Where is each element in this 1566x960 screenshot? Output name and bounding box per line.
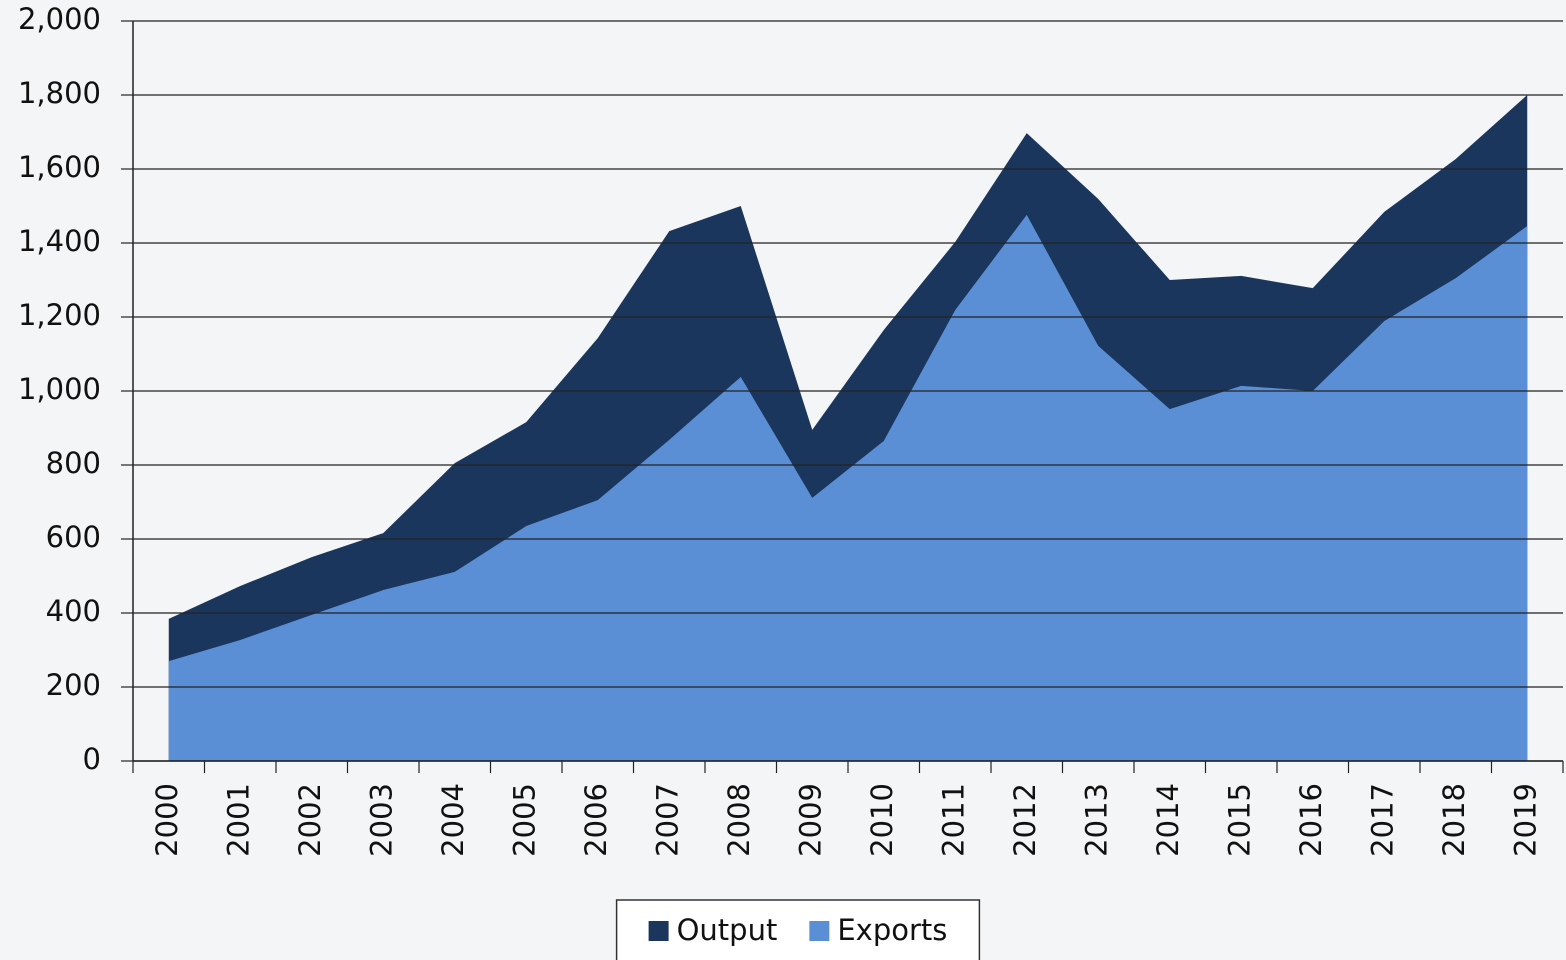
y-tick-label: 1,400 [18, 224, 101, 258]
x-tick-label: 2009 [793, 783, 827, 857]
legend-swatch [809, 921, 830, 941]
y-tick-label: 400 [46, 594, 101, 628]
x-tick-label: 2016 [1294, 783, 1328, 857]
x-tick-label: 2000 [150, 783, 184, 857]
x-tick-label: 2012 [1008, 783, 1042, 857]
y-tick-label: 600 [46, 520, 101, 554]
x-tick-label: 2015 [1222, 783, 1256, 857]
y-tick-label: 1,200 [18, 298, 101, 332]
legend-label: Exports [837, 913, 947, 947]
y-tick-label: 2,000 [18, 2, 101, 36]
y-tick-label: 0 [83, 742, 101, 776]
x-tick-label: 2003 [364, 783, 398, 857]
legend-label: Output [677, 913, 778, 947]
x-tick-label: 2007 [650, 783, 684, 857]
legend-box [615, 899, 981, 960]
x-tick-label: 2010 [865, 783, 899, 857]
x-tick-label: 2014 [1151, 783, 1185, 857]
area [168, 214, 1528, 761]
y-tick-label: 800 [46, 446, 101, 480]
x-tick-label: 2011 [936, 783, 970, 857]
x-tick-label: 2018 [1437, 783, 1471, 857]
x-tick-label: 2019 [1508, 783, 1542, 857]
x-tick-label: 2002 [293, 783, 327, 857]
x-tick-label: 2017 [1365, 783, 1399, 857]
x-tick-label: 2013 [1079, 783, 1113, 857]
x-tick-label: 2005 [507, 783, 541, 857]
legend: Output Exports [615, 899, 981, 960]
y-tick-label: 200 [46, 668, 101, 702]
x-tick-label: 2006 [579, 783, 613, 857]
legend-swatch [648, 921, 669, 941]
y-tick-label: 1,800 [18, 76, 101, 110]
y-tick-label: 1,000 [18, 372, 101, 406]
x-tick-label: 2004 [436, 783, 470, 857]
y-tick-label: 1,600 [18, 150, 101, 184]
x-tick-label: 2001 [221, 783, 255, 857]
x-tick-label: 2008 [722, 783, 756, 857]
